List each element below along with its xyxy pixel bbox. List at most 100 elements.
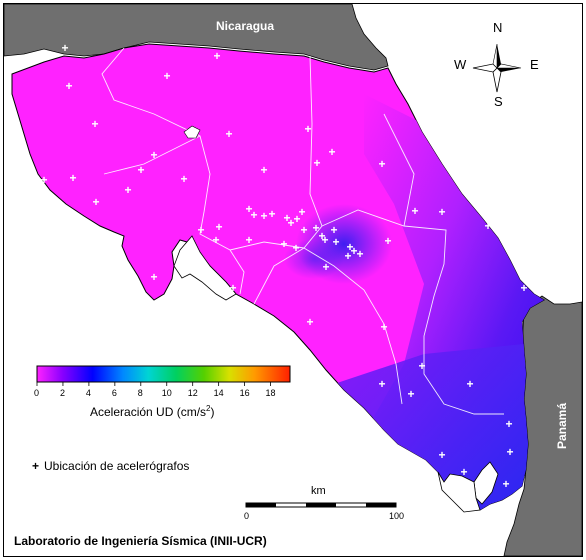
colorbar-tick-label: 8 [137, 388, 143, 398]
station-marker: + [484, 219, 491, 233]
map-frame: + + + + + + + + + + + + + + + + + + + + + + + + + + + + + + + + + + + + + + + +… [3, 3, 583, 557]
station-markers: ++++++ ++++ +++ + +++++ +++ + + +++++ +++++ ++++++… [40, 41, 527, 491]
station-marker: + [150, 270, 157, 284]
station-marker: + [91, 117, 98, 131]
station-marker: + [212, 233, 219, 247]
station-marker: + [380, 320, 387, 334]
station-marker: + [280, 237, 287, 251]
nicaragua-land [4, 4, 389, 71]
colorbar-tick-label: 18 [265, 388, 276, 398]
station-marker: + [438, 205, 445, 219]
station-marker: + [321, 233, 328, 247]
compass-rose-icon [472, 43, 522, 93]
scale-end: 100 [389, 511, 405, 521]
colorbar-tick-label: 12 [187, 388, 198, 398]
station-marker: + [300, 223, 307, 237]
station-marker: + [460, 465, 467, 479]
station-marker: + [268, 207, 275, 221]
station-marker: + [65, 79, 72, 93]
compass-e: E [530, 57, 539, 72]
province-boundaries [101, 47, 504, 415]
station-legend: + Ubicación de acelerógrafos [32, 459, 189, 473]
station-marker: + [260, 209, 267, 223]
colorbar-tick-label: 16 [239, 388, 250, 398]
credit-label: Laboratorio de Ingeniería Sísmica (INII-… [14, 534, 267, 548]
station-marker: + [384, 234, 391, 248]
station-marker: + [293, 212, 300, 226]
station-marker: + [318, 229, 325, 243]
scale-start: 0 [244, 511, 250, 521]
station-marker: + [61, 41, 68, 55]
station-marker: + [225, 127, 232, 141]
station-marker: + [312, 221, 319, 235]
station-marker: + [245, 202, 252, 216]
station-marker: + [229, 281, 236, 295]
station-marker: + [298, 205, 305, 219]
station-marker: + [306, 315, 313, 329]
colorbar-tick-label: 2 [59, 388, 65, 398]
colorbar-tick-label: 4 [85, 388, 91, 398]
station-marker: + [332, 235, 339, 249]
station-marker: + [344, 249, 351, 263]
station-marker: + [346, 240, 353, 254]
golfo-dulce [473, 461, 499, 505]
colorbar-ticks [36, 382, 271, 386]
station-marker: + [69, 171, 76, 185]
station-marker: + [418, 359, 425, 373]
station-marker: + [92, 195, 99, 209]
scale-bar [245, 502, 397, 508]
station-marker: + [250, 208, 257, 222]
station-marker: + [197, 223, 204, 237]
colorbar-tick-label: 10 [161, 388, 172, 398]
station-marker: + [322, 260, 329, 274]
compass-s: S [494, 94, 503, 109]
station-marker: + [505, 417, 512, 431]
station-marker: + [356, 247, 363, 261]
osa-coast [437, 471, 481, 513]
station-marker: + [378, 377, 385, 391]
station-marker: + [506, 445, 513, 459]
compass-w: W [454, 57, 467, 72]
station-marker: + [520, 281, 527, 295]
intensity-map: ++++++ ++++ +++ + +++++ +++ + + +++++ +++++ ++++++… [4, 4, 582, 556]
colorbar-tick-label: 0 [34, 388, 40, 398]
station-marker: + [350, 244, 357, 258]
station-marker: + [180, 172, 187, 186]
colorbar-gradient [36, 365, 291, 383]
scale-unit: km [311, 485, 326, 497]
station-marker: + [40, 173, 47, 187]
colorbar-title: Aceleración UD (cm/s2) [90, 404, 215, 419]
station-marker: + [124, 183, 131, 197]
station-marker: + [407, 387, 414, 401]
label-nicaragua: Nicaragua [216, 19, 275, 33]
station-marker: + [245, 233, 252, 247]
station-marker: + [150, 148, 157, 162]
station-marker: + [411, 204, 418, 218]
station-marker: + [292, 241, 299, 255]
station-marker: + [313, 156, 320, 170]
station-marker: + [260, 163, 267, 177]
station-marker: + [502, 477, 509, 491]
station-marker: + [438, 448, 445, 462]
compass-n: N [493, 20, 503, 35]
label-panama: Panamá [555, 402, 569, 450]
station-marker-icon: + [32, 459, 40, 473]
colorbar-tick-label: 6 [111, 388, 117, 398]
station-marker: + [492, 219, 499, 233]
station-marker: + [304, 122, 311, 136]
station-marker: + [215, 220, 222, 234]
colorbar [36, 365, 291, 386]
station-marker: + [330, 223, 337, 237]
lake-arenal [183, 125, 201, 139]
station-marker: + [328, 145, 335, 159]
station-marker: + [466, 377, 473, 391]
station-legend-text: Ubicación de acelerógrafos [44, 459, 190, 473]
colorbar-tick-label: 14 [213, 388, 224, 398]
station-marker: + [283, 211, 290, 225]
station-marker: + [287, 216, 294, 230]
station-marker: + [378, 157, 385, 171]
station-marker: + [137, 163, 144, 177]
station-marker: + [163, 69, 170, 83]
gulf-of-nicoya [173, 235, 237, 301]
station-marker: + [213, 49, 220, 63]
